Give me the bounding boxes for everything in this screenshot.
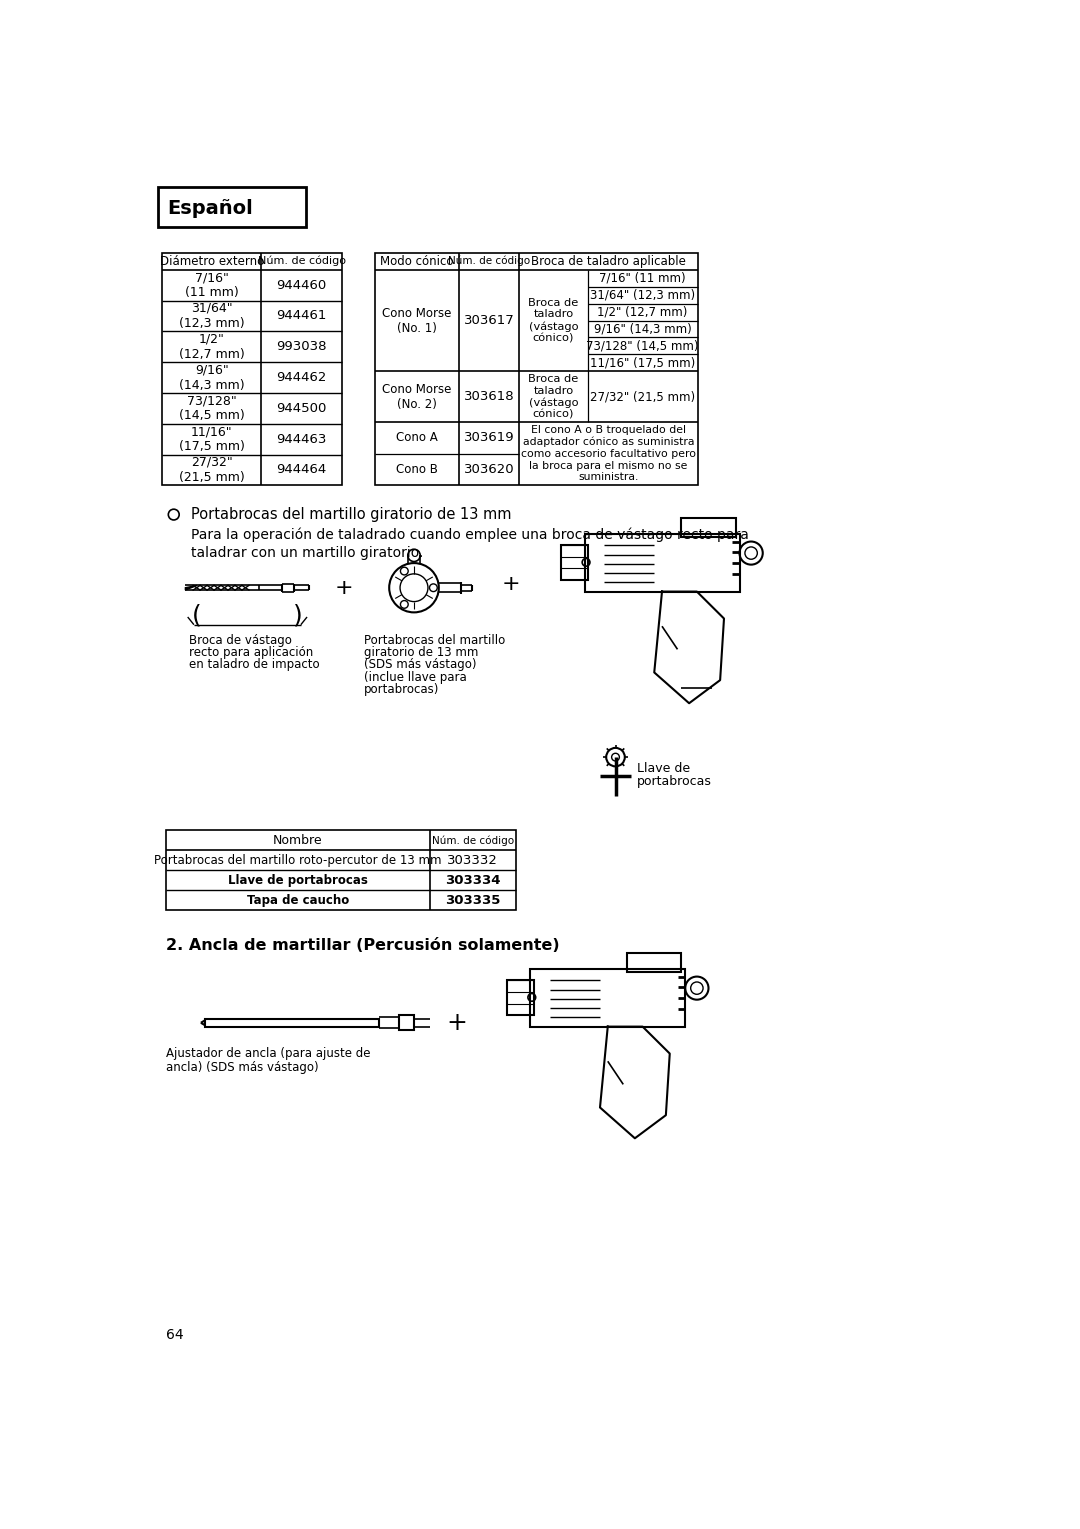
Circle shape [401, 601, 408, 609]
Text: Diámetro externo: Diámetro externo [160, 255, 264, 268]
Text: (SDS más vástago): (SDS más vástago) [364, 657, 476, 671]
Bar [205, 1018, 379, 1026]
Text: giratorio de 13 mm: giratorio de 13 mm [364, 645, 478, 659]
Text: 303334: 303334 [445, 875, 501, 887]
Text: Núm. de código: Núm. de código [258, 255, 346, 266]
Text: Núm. de código: Núm. de código [448, 255, 530, 266]
Text: 1/2"
(12,7 mm): 1/2" (12,7 mm) [179, 333, 244, 361]
Text: ancla) (SDS más vástago): ancla) (SDS más vástago) [166, 1061, 319, 1073]
Text: Ajustador de ancla (para ajuste de: Ajustador de ancla (para ajuste de [166, 1047, 370, 1060]
Text: taladrar con un martillo giratorio.: taladrar con un martillo giratorio. [191, 546, 423, 560]
Text: Cono Morse
(No. 1): Cono Morse (No. 1) [382, 306, 451, 335]
Text: Broca de vástago: Broca de vástago [189, 633, 292, 647]
Text: 7/16" (11 mm): 7/16" (11 mm) [599, 272, 686, 284]
Bar [375, 252, 698, 485]
Text: Cono Morse
(No. 2): Cono Morse (No. 2) [382, 382, 451, 411]
Bar [627, 954, 681, 972]
Bar [681, 518, 735, 537]
Text: Broca de
taladro
(vástago
cónico): Broca de taladro (vástago cónico) [528, 375, 579, 419]
Text: 9/16"
(14,3 mm): 9/16" (14,3 mm) [179, 364, 244, 391]
Text: 303618: 303618 [464, 390, 514, 404]
Text: 2. Ancla de martillar (Percusión solamente): 2. Ancla de martillar (Percusión solamen… [166, 939, 559, 953]
Text: 11/16" (17,5 mm): 11/16" (17,5 mm) [590, 356, 696, 370]
Text: 303617: 303617 [463, 313, 514, 327]
Text: Cono A: Cono A [396, 431, 438, 445]
Text: Llave de portabrocas: Llave de portabrocas [228, 875, 367, 887]
Text: Broca de taladro aplicable: Broca de taladro aplicable [531, 255, 686, 268]
Text: 303332: 303332 [447, 853, 498, 867]
Text: +: + [501, 573, 521, 593]
Text: portabrocas): portabrocas) [364, 683, 438, 696]
Text: 944462: 944462 [276, 372, 327, 384]
Bar [507, 980, 535, 1015]
Text: Núm. de código: Núm. de código [432, 835, 514, 846]
Text: Broca de
taladro
(vástago
cónico): Broca de taladro (vástago cónico) [528, 298, 579, 342]
Text: 1/2" (12,7 mm): 1/2" (12,7 mm) [597, 306, 688, 318]
Text: 11/16"
(17,5 mm): 11/16" (17,5 mm) [179, 425, 245, 453]
Text: Nombre: Nombre [273, 833, 323, 847]
Bar [162, 252, 342, 485]
Text: 993038: 993038 [276, 341, 327, 353]
Circle shape [401, 567, 408, 575]
Text: Cono B: Cono B [396, 463, 438, 476]
Bar [166, 830, 516, 910]
Text: Portabrocas del martillo roto-percutor de 13 mm: Portabrocas del martillo roto-percutor d… [154, 853, 442, 867]
Bar [159, 188, 306, 228]
Text: 303620: 303620 [464, 463, 514, 476]
Text: Llave de: Llave de [637, 761, 690, 775]
Text: 944464: 944464 [276, 463, 327, 477]
Text: El cono A o B troquelado del
adaptador cónico as suministra
como accesorio facul: El cono A o B troquelado del adaptador c… [521, 425, 696, 482]
Text: (: ( [191, 604, 201, 627]
Text: portabrocas: portabrocas [637, 775, 712, 789]
Text: Portabrocas del martillo: Portabrocas del martillo [364, 633, 504, 647]
Text: Portabrocas del martillo giratorio de 13 mm: Portabrocas del martillo giratorio de 13… [191, 508, 511, 521]
Text: 73/128" (14,5 mm): 73/128" (14,5 mm) [586, 339, 699, 353]
Bar [530, 969, 685, 1026]
Bar [399, 1015, 414, 1031]
Text: 303619: 303619 [464, 431, 514, 445]
Circle shape [430, 584, 437, 592]
Text: 73/128"
(14,5 mm): 73/128" (14,5 mm) [179, 394, 244, 422]
Text: 9/16" (14,3 mm): 9/16" (14,3 mm) [594, 323, 691, 335]
Text: (inclue llave para: (inclue llave para [364, 671, 467, 683]
Text: recto para aplicación: recto para aplicación [189, 645, 313, 659]
Bar [562, 546, 589, 579]
Text: 31/64"
(12,3 mm): 31/64" (12,3 mm) [179, 301, 244, 330]
Text: Español: Español [167, 199, 254, 217]
Text: 944463: 944463 [276, 433, 327, 445]
Text: 944461: 944461 [276, 309, 327, 323]
Text: 27/32"
(21,5 mm): 27/32" (21,5 mm) [179, 456, 244, 483]
Polygon shape [186, 586, 197, 590]
Text: 944500: 944500 [276, 402, 327, 414]
Text: 64: 64 [166, 1327, 184, 1341]
Text: 31/64" (12,3 mm): 31/64" (12,3 mm) [590, 289, 696, 301]
Text: Tapa de caucho: Tapa de caucho [246, 894, 349, 907]
Text: 27/32" (21,5 mm): 27/32" (21,5 mm) [590, 390, 696, 404]
Text: Modo cónico: Modo cónico [380, 255, 454, 268]
Text: 7/16"
(11 mm): 7/16" (11 mm) [185, 271, 239, 300]
Text: en taladro de impacto: en taladro de impacto [189, 657, 320, 671]
Text: 303335: 303335 [445, 894, 501, 907]
Text: 944460: 944460 [276, 278, 327, 292]
Text: ): ) [294, 604, 303, 627]
Bar [584, 534, 740, 592]
Text: Para la operación de taladrado cuando emplee una broca de vástago recto para: Para la operación de taladrado cuando em… [191, 528, 748, 541]
Text: +: + [446, 1011, 467, 1035]
Text: +: + [335, 578, 353, 598]
